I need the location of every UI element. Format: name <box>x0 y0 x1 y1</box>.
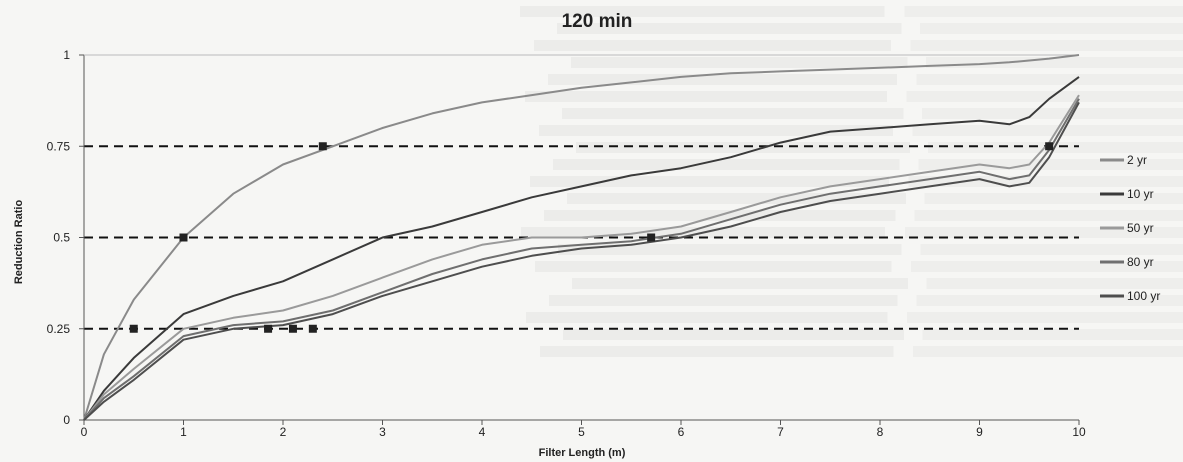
series-line-80-yr <box>83 98 1080 421</box>
axes: 0 1 2 3 4 5 6 7 8 9 10 0 0.25 0.5 0.75 1 <box>47 48 1086 439</box>
x-tick-label: 3 <box>379 425 386 439</box>
point-marker <box>288 324 297 333</box>
point-marker <box>129 324 138 333</box>
point-marker <box>647 233 656 242</box>
scan-texture-line <box>571 57 1183 68</box>
scan-texture-line <box>562 108 1183 119</box>
legend-label: 100 yr <box>1127 289 1160 303</box>
legend-label: 10 yr <box>1127 187 1154 201</box>
chart-title: 120 min <box>562 11 633 32</box>
x-tick-label: 6 <box>678 425 685 439</box>
scan-texture-line <box>521 227 1183 238</box>
point-marker <box>264 324 273 333</box>
series-line-2-yr <box>83 54 1080 421</box>
scan-texture-line <box>548 74 1183 85</box>
x-tick-label: 4 <box>479 425 486 439</box>
legend: 2 yr 10 yr 50 yr 80 yr 100 yr <box>1100 153 1160 303</box>
scan-texture-line <box>525 91 1183 102</box>
scan-texture-line <box>563 329 1183 340</box>
y-tick-label: 0 <box>63 413 70 427</box>
legend-label: 80 yr <box>1127 255 1154 269</box>
y-tick-label: 1 <box>63 48 70 62</box>
series-line-100-yr <box>83 101 1080 421</box>
scan-texture-line <box>535 261 1183 272</box>
scan-texture-line <box>549 295 1183 306</box>
scan-texture-line <box>558 244 1183 255</box>
scan-texture-line <box>534 40 1183 51</box>
y-tick-label: 0.5 <box>53 231 70 245</box>
x-tick-label: 0 <box>81 425 88 439</box>
x-tick-label: 10 <box>1072 425 1086 439</box>
x-tick-label: 7 <box>777 425 784 439</box>
y-axis-label: Reduction Ratio <box>13 200 25 285</box>
series-lines <box>83 54 1080 421</box>
scan-texture-line <box>520 6 1183 17</box>
scan-texture-line <box>572 278 1183 289</box>
point-marker <box>318 142 327 151</box>
scan-texture-line <box>544 210 1183 221</box>
scan-texture-line <box>553 159 1183 170</box>
x-tick-label: 2 <box>280 425 287 439</box>
background-scan-texture <box>520 0 1183 462</box>
x-tick-label: 9 <box>976 425 983 439</box>
scan-texture-line <box>576 142 1183 153</box>
scan-texture-line <box>540 346 1183 357</box>
scan-texture-line <box>526 312 1183 323</box>
scan-texture-line <box>530 176 1183 187</box>
x-tick-label: 5 <box>578 425 585 439</box>
point-marker <box>1045 142 1054 151</box>
scan-texture-line <box>557 23 1183 34</box>
point-markers <box>129 142 1054 333</box>
y-tick-label: 0.75 <box>47 139 71 153</box>
x-axis-label: Filter Length (m) <box>539 447 626 459</box>
legend-label: 50 yr <box>1127 221 1154 235</box>
series-line-10-yr <box>83 76 1080 421</box>
y-tick-label: 0.25 <box>47 322 71 336</box>
scan-texture-line <box>567 193 1183 204</box>
scan-texture-line <box>539 125 1183 136</box>
x-tick-label: 8 <box>877 425 884 439</box>
x-tick-label: 1 <box>180 425 187 439</box>
point-marker <box>308 324 317 333</box>
series-line-50-yr <box>83 94 1080 421</box>
point-marker <box>179 233 188 242</box>
legend-label: 2 yr <box>1127 153 1147 167</box>
